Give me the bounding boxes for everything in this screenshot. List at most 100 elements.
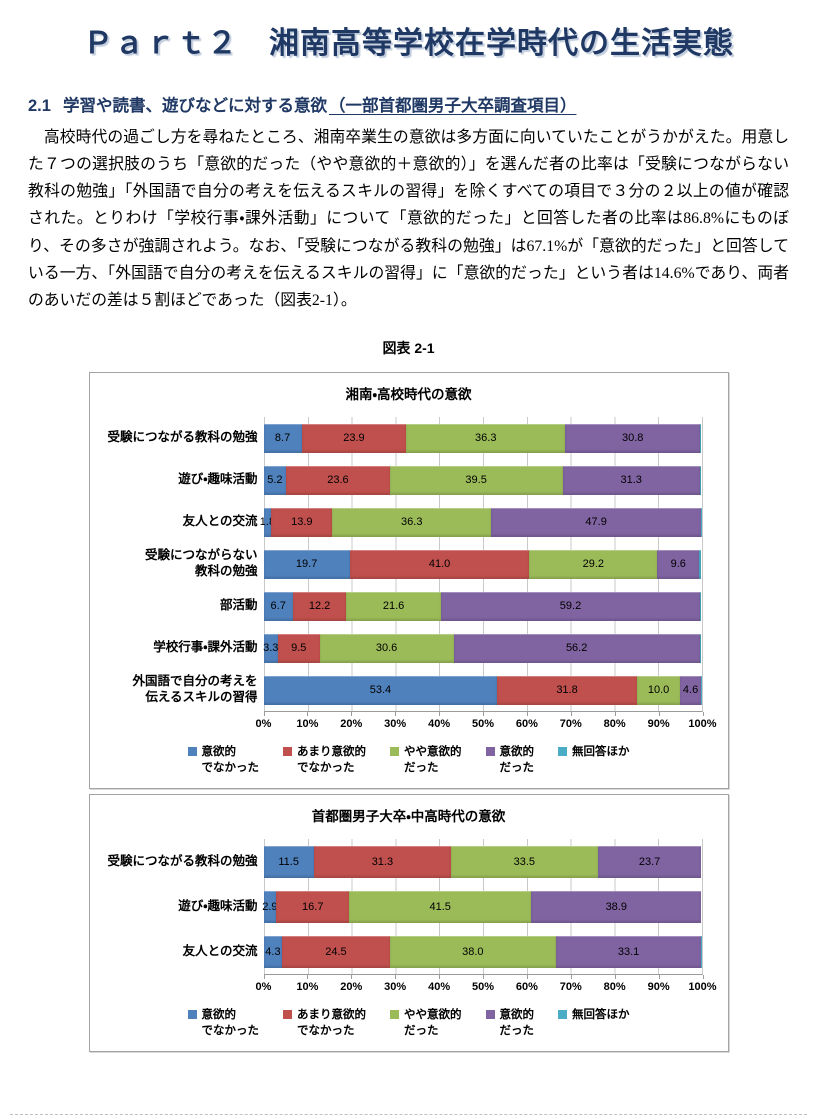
page-title: Ｐａｒｔ２ 湘南高等学校在学時代の生活実態 — [83, 27, 734, 60]
stacked-bar: 19.7 41.0 29.2 9.6 — [263, 549, 702, 579]
category-label: 部活動 — [219, 598, 258, 613]
bar-segment-motivated: 59.2 — [440, 591, 701, 621]
legend-swatch — [187, 747, 197, 757]
axis-tick-label: 40% — [428, 718, 451, 731]
bar-row: 4.3 24.5 38.0 33.1 — [263, 929, 702, 974]
value-label: 38.9 — [605, 900, 627, 913]
axis-tick-label: 80% — [603, 981, 626, 994]
bar-row: 2.9 16.7 41.5 38.9 — [262, 884, 702, 929]
value-label: 5.2 — [267, 474, 283, 487]
plot-area: 8.7 23.9 36.3 30.8 5.2 23.6 39.5 31.3 1.8 13.9 36.… — [260, 417, 703, 713]
axis-tick — [570, 975, 572, 980]
plot-area: 11.5 31.3 33.5 23.7 2.9 16.7 41.5 38.9 4.3 24.5 38… — [262, 839, 703, 976]
stacked-bar: 4.3 24.5 38.0 33.1 — [263, 935, 702, 968]
axis-tick-label: 60% — [515, 718, 538, 731]
bar-segment-not-very-motivated: 31.8 — [497, 675, 637, 705]
axis-tick-label: 60% — [515, 981, 538, 994]
charts-container: 湘南・高校時代の意欲 受験につながる教科の勉強 遊び・趣味活動 友人との交流 受験につな… — [28, 372, 789, 1053]
category-label: 学校行事・課外活動 — [153, 640, 258, 655]
bar-segment-motivated: 33.1 — [556, 935, 702, 968]
bar-row: 3.3 9.5 30.6 56.2 — [263, 627, 702, 669]
bar-segment-not-very-motivated: 12.2 — [292, 591, 347, 621]
bar-segment-motivated: 23.7 — [597, 845, 702, 878]
value-label: 36.3 — [401, 516, 423, 529]
plot-grid: 受験につながる教科の勉強 遊び・趣味活動 友人との交流 11.5 31.3 33.5 23.… — [90, 839, 728, 976]
axis-tick — [351, 975, 353, 980]
value-label: 21.6 — [382, 600, 405, 613]
bar-segment-motivated: 9.6 — [657, 549, 700, 579]
value-label: 23.6 — [327, 474, 349, 487]
chart-title: 湘南・高校時代の意欲 — [345, 387, 472, 403]
axis-tick — [658, 712, 660, 717]
legend-label: あまり意欲的 でなかった — [297, 1009, 366, 1038]
axis-tick-label: 80% — [603, 718, 626, 731]
axis-tick-label: 10% — [296, 981, 319, 994]
axis-tick — [439, 712, 441, 717]
legend-label: 意欲的 でなかった — [201, 746, 260, 775]
stacked-bar: 2.9 16.7 41.5 38.9 — [262, 890, 702, 923]
value-label: 2.9 — [262, 900, 278, 913]
value-label: 56.2 — [565, 642, 588, 655]
chart-box-2: 首都圏男子大卒・中高時代の意欲受験につながる教科の勉強 遊び・趣味活動 友人との交流… — [88, 794, 729, 1053]
axis-tick-label: 50% — [471, 981, 495, 994]
bar-row: 5.2 23.6 39.5 31.3 — [263, 459, 702, 501]
bar-segment-somewhat-motivated: 21.6 — [346, 591, 441, 621]
legend-swatch — [485, 747, 495, 757]
bar-segment-not-very-motivated: 9.5 — [277, 633, 320, 663]
legend-label: 意欲的 だった — [499, 746, 535, 775]
axis-tick — [526, 975, 528, 980]
axis-tick — [483, 712, 484, 717]
chart-title: 首都圏男子大卒・中高時代の意欲 — [311, 809, 506, 825]
value-label: 31.8 — [556, 684, 578, 697]
axis-tick — [570, 712, 572, 717]
value-label: 31.3 — [620, 474, 642, 487]
bar-row: 1.8 13.9 36.3 47.9 — [260, 501, 702, 543]
stacked-bar: 1.8 13.9 36.3 47.9 — [260, 507, 702, 537]
value-label: 19.7 — [295, 558, 318, 571]
legend: 意欲的 でなかった あまり意欲的 でなかった やや意欲的 だった 意欲的 だった 無回答… — [90, 742, 728, 788]
bar-row: 8.7 23.9 36.3 30.8 — [263, 417, 702, 459]
bar-segment-no-answer — [699, 465, 702, 495]
bar-segment-not-motivated: 2.9 — [262, 890, 278, 923]
legend-swatch — [283, 1010, 292, 1020]
axis-tick-label: 100% — [688, 981, 717, 994]
body-paragraph: 高校時代の過ごし方を尋ねたところ、湘南卒業生の意欲は多方面に向いていたことがうか… — [28, 129, 789, 309]
axis-tick — [307, 975, 309, 980]
bar-segment-motivated: 30.8 — [565, 423, 701, 453]
value-label: 16.7 — [302, 900, 324, 913]
legend-label: あまり意欲的 でなかった — [297, 746, 366, 775]
axis-tick — [658, 975, 660, 980]
value-label: 30.6 — [375, 642, 398, 655]
bar-segment-not-motivated: 53.4 — [263, 675, 498, 705]
value-label: 1.8 — [259, 516, 276, 529]
bar-segment-somewhat-motivated: 33.5 — [450, 845, 598, 878]
value-label: 59.2 — [559, 600, 582, 613]
axis-tick-label: 10% — [296, 718, 319, 731]
value-label: 36.3 — [475, 432, 497, 445]
bar-segment-motivated: 56.2 — [453, 633, 700, 663]
bar-segment-not-very-motivated: 41.0 — [349, 549, 530, 579]
legend-item-not-very-motivated: あまり意欲的 でなかった — [283, 744, 366, 776]
bar-row: 53.4 31.8 10.0 4.6 — [263, 669, 702, 711]
axis-tick — [351, 712, 353, 717]
value-label: 33.1 — [617, 945, 640, 958]
bar-segment-somewhat-motivated: 41.5 — [349, 890, 532, 923]
axis-tick — [526, 712, 528, 717]
legend-item-not-very-motivated: あまり意欲的 でなかった — [283, 1007, 366, 1039]
legend-item-motivated: 意欲的 だった — [485, 744, 535, 776]
bar-segment-not-motivated: 1.8 — [260, 507, 275, 537]
category-label: 受験につながらない 教科の勉強 — [144, 548, 258, 579]
axis-tick — [307, 712, 309, 717]
axis-tick — [395, 975, 397, 980]
bar-segment-somewhat-motivated: 36.3 — [406, 423, 566, 453]
axis-tick — [439, 975, 441, 980]
bar-segment-not-motivated: 8.7 — [263, 423, 302, 453]
value-label: 6.7 — [270, 600, 286, 613]
category-labels: 受験につながる教科の勉強 遊び・趣味活動 友人との交流 — [90, 839, 264, 975]
axis-tick-label: 20% — [340, 718, 363, 731]
bar-segment-not-very-motivated: 24.5 — [282, 935, 390, 968]
bar-segment-not-very-motivated: 23.9 — [301, 423, 407, 453]
legend-swatch — [558, 1010, 567, 1020]
legend-item-not-motivated: 意欲的 でなかった — [187, 1007, 259, 1039]
